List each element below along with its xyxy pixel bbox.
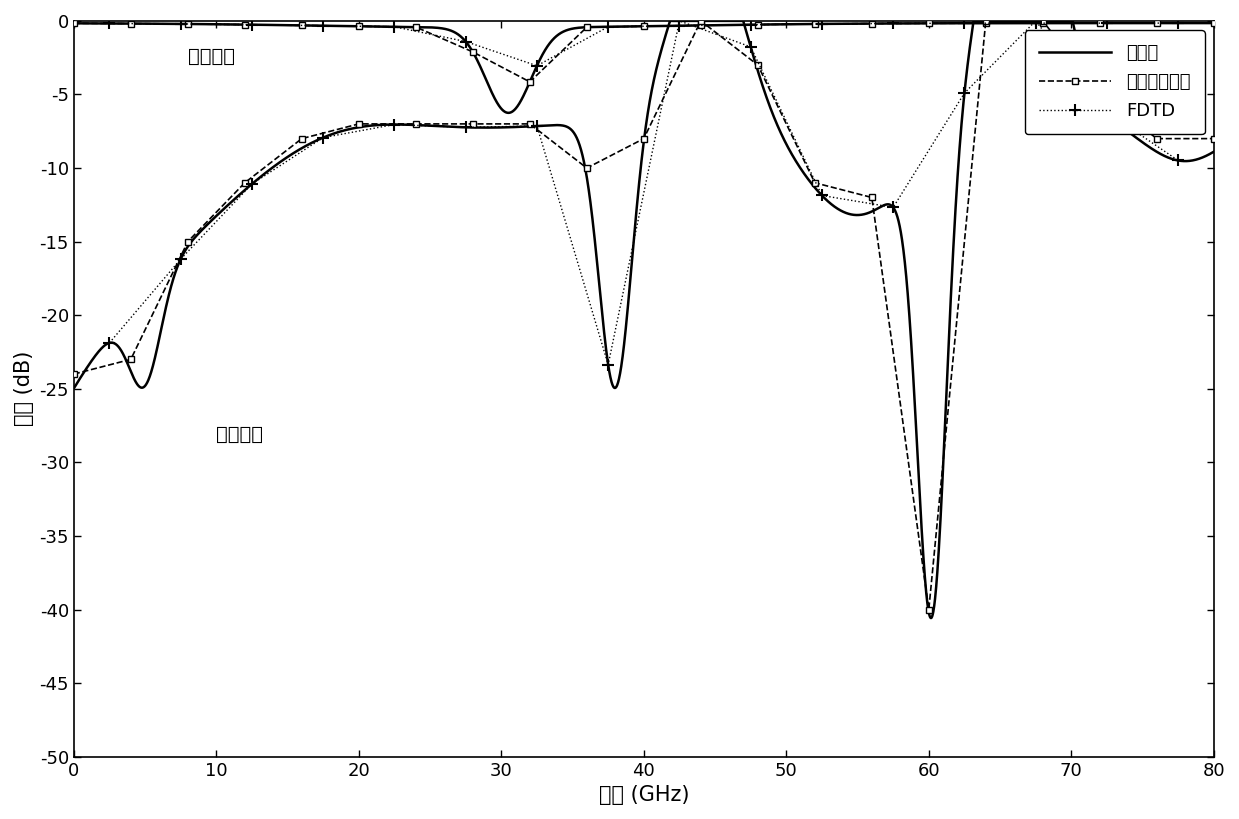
Text: 透射系数: 透射系数 [217, 425, 264, 444]
Legend: 解析解, 本发明的方法, FDTD: 解析解, 本发明的方法, FDTD [1025, 30, 1204, 134]
Text: 反射系数: 反射系数 [188, 48, 235, 66]
X-axis label: 频率 (GHz): 频率 (GHz) [598, 785, 689, 805]
Y-axis label: 幅度 (dB): 幅度 (dB) [14, 351, 33, 427]
